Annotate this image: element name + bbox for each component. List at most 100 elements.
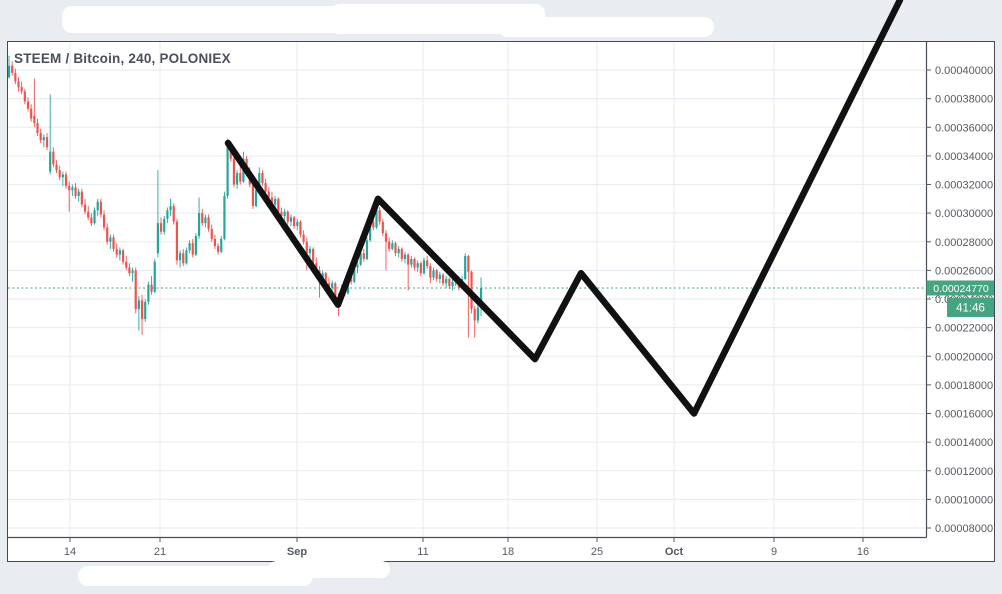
candle [410,258,413,265]
candle [296,221,299,227]
candle [175,221,179,261]
candle [422,260,426,274]
candle [90,217,93,224]
candle [286,211,289,222]
candle [121,250,125,262]
candle [324,273,327,284]
whiteout-patch [78,566,313,586]
price-tick-label: 0.00022000 [935,323,993,335]
price-tick-label: 0.00012000 [935,466,993,478]
candle [289,217,293,222]
candle [315,263,318,271]
candle [39,132,42,141]
candle [232,158,236,185]
candle [115,248,118,255]
trend-line-drawing[interactable] [224,0,904,417]
candle [302,234,305,242]
candle [188,243,191,251]
candle [197,213,201,237]
time-tick-label: 16 [857,546,869,558]
candle [400,248,403,259]
time-tick-label: Oct [665,546,684,558]
candle [258,173,261,191]
price-tick-label: 0.00014000 [935,437,993,449]
candle [134,270,137,310]
candle [353,267,356,282]
candle [131,270,134,274]
time-tick-label: Sep [287,546,307,558]
candle [144,301,147,320]
candle [128,267,131,274]
time-tick-label: 18 [502,546,514,558]
candle [201,213,204,224]
candle [261,173,264,184]
candle [305,241,308,254]
time-tick-label: 21 [154,546,166,558]
candle [42,137,45,141]
price-tick-label: 0.00034000 [935,151,993,163]
svg-text:0.00024770: 0.00024770 [933,283,989,295]
candle [159,223,163,232]
chart-panel[interactable] [7,41,995,562]
candle [20,87,23,92]
candle [106,227,109,242]
candle [441,274,445,284]
candle [118,250,121,255]
candle [479,287,483,308]
candle [426,260,429,267]
candle [223,195,226,239]
candle [216,246,220,252]
candle [220,238,223,252]
candle [451,281,454,287]
candle [137,300,140,310]
candle [102,214,106,228]
candle [166,210,169,219]
price-tick-label: 0.00020000 [935,351,993,363]
candle [403,254,407,259]
price-axis[interactable]: 0.00040000 0.00038000 0.00036000 0.00034000… [926,65,993,535]
candle [308,248,312,254]
price-tick-label: 0.00032000 [935,180,993,192]
candle [30,108,33,119]
candle [207,217,210,229]
candle [381,221,384,234]
candle [235,173,239,185]
candle [239,173,242,182]
candle [331,283,334,288]
price-tick-label: 0.00030000 [935,208,993,220]
candle [178,253,182,261]
candle [23,91,26,102]
candle [375,210,378,228]
candle [26,101,30,109]
time-tick-label: 25 [591,546,603,558]
candle [394,243,397,254]
candle [156,223,159,254]
candle [194,236,198,255]
candle [172,205,175,222]
svg-text:41:46: 41:46 [956,302,985,314]
candle [49,151,52,172]
candle [280,211,283,216]
candle [277,198,280,212]
time-axis[interactable]: 14 21 Sep 11 18 25 Oct 9 16 [64,537,869,558]
candle [356,264,359,268]
candle [413,258,416,268]
candle [58,170,61,178]
candle [153,261,156,292]
time-tick-label: 9 [771,546,777,558]
candles-layer [7,55,483,338]
price-tick-label: 0.00026000 [935,265,993,277]
price-tick-label: 0.00036000 [935,122,993,134]
whiteout-patch [268,561,390,578]
candle [185,250,188,264]
candle [334,283,337,298]
candle [391,243,394,249]
candle [264,183,267,192]
whiteout-patch [62,6,362,33]
candle [64,174,68,186]
price-tick-label: 0.00008000 [935,523,993,535]
candle [448,278,451,287]
candle [226,144,229,196]
time-tick-label: 11 [417,546,428,558]
